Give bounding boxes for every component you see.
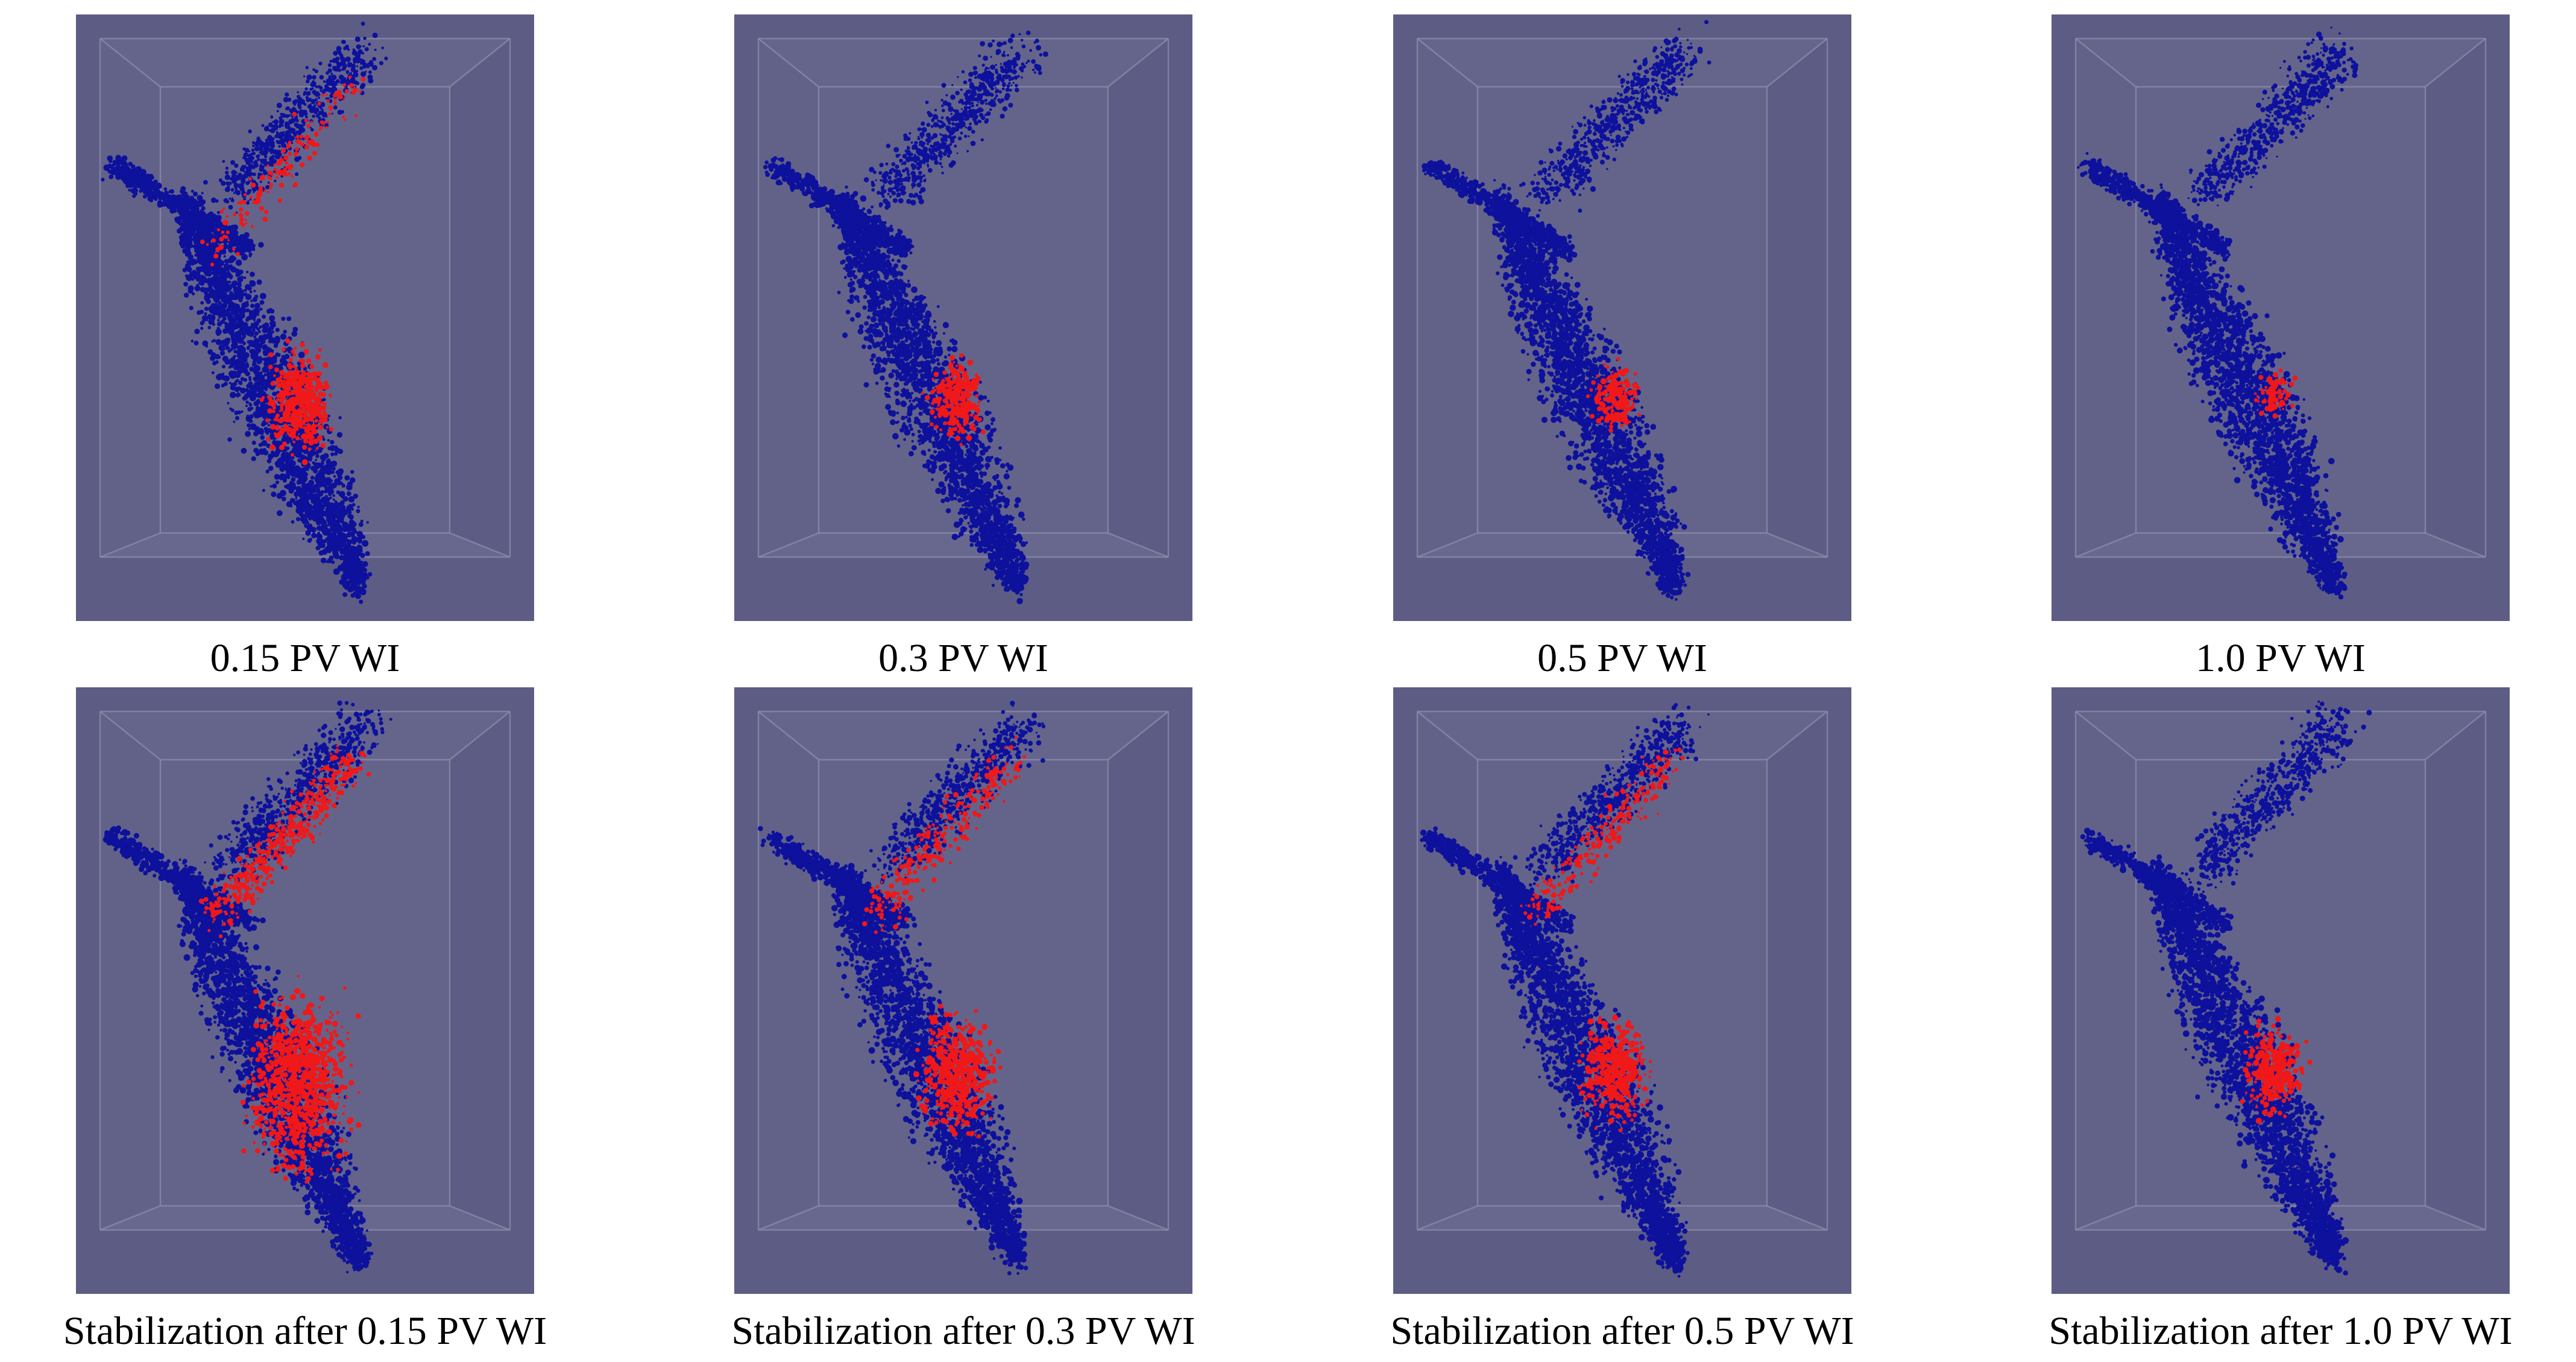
caption-0.15-pv-wi: 0.15 PV WI	[0, 634, 625, 683]
domain-box	[2074, 37, 2487, 558]
panel-stabilization-0.5	[1393, 687, 1851, 1294]
panel-0.3-pv-wi	[734, 14, 1192, 621]
residual-phase-clusters	[2253, 368, 2298, 419]
panel-1.0-pv-wi	[2052, 14, 2510, 621]
residual-phase-clusters	[862, 736, 1026, 1139]
domain-box	[1416, 710, 1828, 1231]
residual-phase-clusters	[921, 353, 986, 447]
scene-render	[1416, 20, 1828, 601]
residual-phase-clusters	[200, 75, 366, 465]
panel-stabilization-0.15	[76, 687, 534, 1294]
caption-0.3-pv-wi: 0.3 PV WI	[644, 634, 1283, 683]
caption-stabilization-0.15: Stabilization after 0.15 PV WI	[0, 1307, 625, 1355]
domain-box	[757, 710, 1170, 1231]
residual-phase-clusters	[1586, 357, 1642, 433]
scene-render	[757, 701, 1170, 1276]
scene-render	[2074, 27, 2487, 600]
scene-render	[1416, 703, 1828, 1278]
pore-network	[2080, 700, 2372, 1276]
scene-render	[2074, 700, 2487, 1276]
pore-network	[102, 700, 392, 1274]
panel-stabilization-1.0	[2052, 687, 2510, 1294]
residual-phase-clusters	[1520, 747, 1685, 1133]
panel-0.15-pv-wi	[76, 14, 534, 621]
pore-network	[2077, 27, 2358, 600]
panel-stabilization-0.3	[734, 687, 1192, 1294]
scene-render	[99, 21, 511, 604]
caption-stabilization-0.5: Stabilization after 0.5 PV WI	[1303, 1307, 1942, 1355]
domain-box	[1416, 37, 1828, 558]
caption-1.0-pv-wi: 1.0 PV WI	[1961, 634, 2576, 683]
caption-stabilization-0.3: Stabilization after 0.3 PV WI	[644, 1307, 1283, 1355]
panel-0.5-pv-wi	[1393, 14, 1851, 621]
scene-render	[99, 700, 511, 1274]
caption-stabilization-1.0: Stabilization after 1.0 PV WI	[1961, 1307, 2576, 1355]
caption-0.5-pv-wi: 0.5 PV WI	[1303, 634, 1942, 683]
residual-phase-clusters	[198, 745, 371, 1184]
residual-phase-clusters	[2240, 1016, 2313, 1124]
scene-render	[757, 30, 1170, 605]
